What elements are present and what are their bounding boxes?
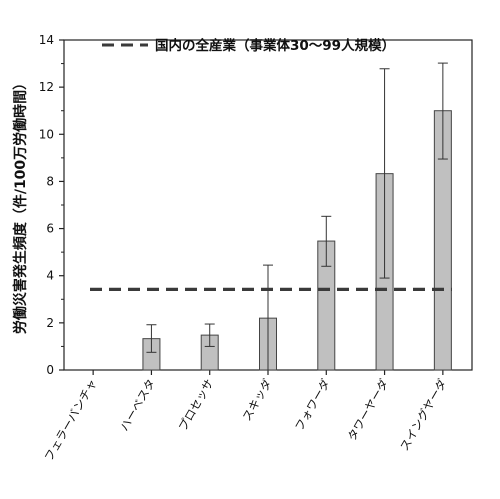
x-category-label: ハーベスタ: [117, 377, 158, 434]
legend: 国内の全産業（事業体30〜99人規模）: [102, 37, 395, 54]
y-axis-title: 労働災害発生頻度（件/100万労働時間）: [12, 76, 29, 334]
axes: 0 2 4 6 8 10 12 14 フェラーバンチャ ハーベスタ プロセッサ スキッダ フォワーダ タワ…: [39, 33, 473, 464]
legend-label: 国内の全産業（事業体30〜99人規模）: [155, 37, 395, 54]
y-tick-label: 2: [46, 316, 54, 330]
x-category-label: スイングヤーダ: [397, 376, 450, 453]
x-category-label: プロセッサ: [175, 377, 216, 434]
y-tick-label: 0: [46, 363, 54, 377]
error-bars: [146, 62, 448, 370]
x-category-label: フォワーダ: [292, 376, 333, 433]
x-category-label: スキッダ: [239, 376, 274, 423]
x-category-label: タワーヤーダ: [345, 376, 392, 443]
bars: [142, 110, 452, 371]
y-tick-label: 6: [46, 222, 54, 236]
y-tick-label: 10: [39, 127, 54, 141]
x-category-label: フェラーバンチャ: [41, 377, 99, 464]
y-tick-label: 4: [46, 269, 54, 283]
y-tick-label: 12: [39, 80, 54, 94]
y-tick-label: 14: [39, 33, 54, 47]
y-tick-label: 8: [46, 174, 54, 188]
